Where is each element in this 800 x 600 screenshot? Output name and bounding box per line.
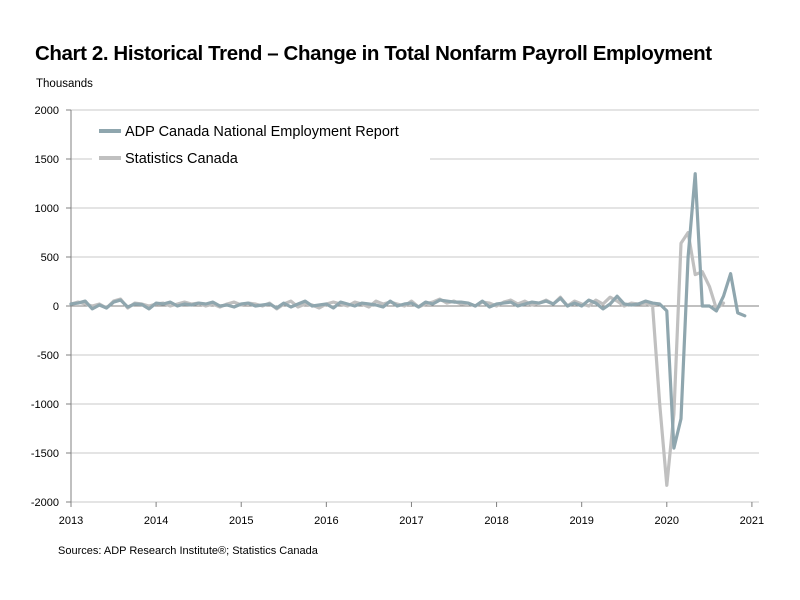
y-tick-label: 0 — [53, 301, 59, 313]
y-tick-label: 2000 — [35, 105, 59, 117]
legend-label-adp: ADP Canada National Employment Report — [125, 124, 399, 140]
y-tick-label: -500 — [37, 350, 59, 362]
x-tick-label: 2019 — [569, 515, 593, 527]
y-tick-label: -2000 — [31, 497, 59, 509]
y-tick-label: -1000 — [31, 399, 59, 411]
legend-label-statcan: Statistics Canada — [125, 151, 239, 167]
y-tick-labels: 2000 1500 1000 500 0 -500 -1000 -1500 -2000 — [31, 105, 59, 509]
y-tick-label: 1500 — [35, 154, 59, 166]
y-tick-label: 500 — [41, 252, 59, 264]
x-tick-label: 2018 — [484, 515, 508, 527]
x-tick-label: 2015 — [229, 515, 253, 527]
x-tick-label: 2014 — [144, 515, 168, 527]
x-tick-label: 2020 — [655, 515, 679, 527]
y-axis-unit-label: Thousands — [36, 78, 93, 90]
x-tick-label: 2017 — [399, 515, 423, 527]
y-tick-label: -1500 — [31, 448, 59, 460]
x-tick-labels: 2013 2014 2015 2016 2017 2018 2019 2020 2021 — [59, 515, 764, 527]
x-tick-label: 2013 — [59, 515, 83, 527]
legend-background — [92, 116, 430, 172]
y-tick-label: 1000 — [35, 203, 59, 215]
series-lines — [69, 172, 747, 487]
x-tick-label: 2021 — [740, 515, 764, 527]
series-line-statcan — [69, 230, 726, 487]
series-line-adp — [69, 172, 747, 450]
chart-title: Chart 2. Historical Trend – Change in To… — [35, 42, 712, 65]
x-tick-label: 2016 — [314, 515, 338, 527]
source-note: Sources: ADP Research Institute®; Statis… — [58, 545, 318, 557]
legend: ADP Canada National Employment Report St… — [92, 116, 430, 172]
